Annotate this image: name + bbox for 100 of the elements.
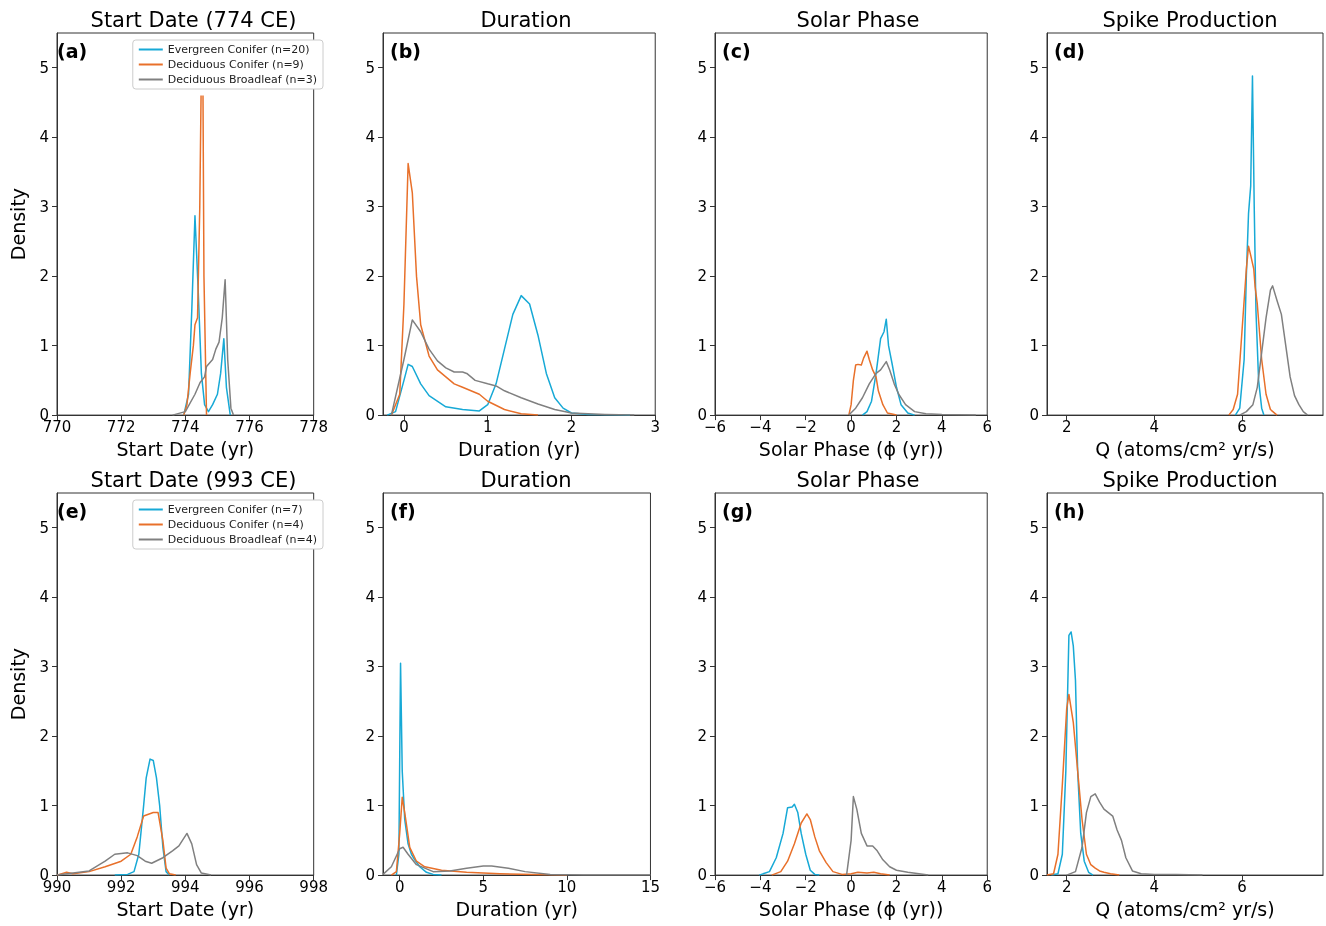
y-tick-label: 5 xyxy=(697,518,707,537)
y-tick-label: 3 xyxy=(39,197,49,216)
y-tick-label: 5 xyxy=(1029,518,1039,537)
x-tick-label: 0 xyxy=(399,417,409,436)
x-tick-label: 0 xyxy=(846,417,856,436)
x-tick-label: −2 xyxy=(794,877,817,896)
legend-label: Deciduous Conifer (n=4) xyxy=(167,518,304,531)
legend-label: Deciduous Conifer (n=9) xyxy=(167,58,304,71)
x-tick-label: 2 xyxy=(1061,877,1072,896)
y-tick-label: 1 xyxy=(365,796,375,815)
chart-title: Solar Phase xyxy=(796,467,920,492)
y-tick-label: 1 xyxy=(697,336,707,355)
y-tick-label: 3 xyxy=(1029,197,1039,216)
x-tick-label: 15 xyxy=(640,877,660,896)
x-tick-label: 0 xyxy=(394,877,405,896)
y-tick-label: 5 xyxy=(39,58,49,77)
line-series xyxy=(848,360,977,416)
y-tick-label: 5 xyxy=(697,58,707,77)
legend-label: Evergreen Conifer (n=7) xyxy=(167,503,303,516)
y-tick-label: 4 xyxy=(697,128,707,147)
x-axis-title: Duration (yr) xyxy=(457,437,581,460)
x-tick-label: −4 xyxy=(749,877,772,896)
line-series xyxy=(1050,631,1094,876)
y-tick-label: 3 xyxy=(697,657,707,676)
x-tick-label: 4 xyxy=(1149,417,1160,436)
chart-title: Start Date (993 CE) xyxy=(90,467,297,492)
line-series xyxy=(861,318,916,416)
line-series xyxy=(390,162,539,416)
y-axis-title: Density xyxy=(6,647,29,721)
x-tick-label: 778 xyxy=(299,417,329,436)
chart-title: Duration xyxy=(480,467,572,492)
line-series xyxy=(1046,693,1121,876)
y-tick-label: 5 xyxy=(1029,58,1039,77)
annotation: (g) xyxy=(722,499,753,522)
annotation: (f) xyxy=(390,499,416,522)
x-tick-label: 776 xyxy=(235,417,264,436)
annotation: (a) xyxy=(57,39,88,62)
y-tick-label: 3 xyxy=(365,657,375,676)
x-tick-label: −2 xyxy=(794,417,817,436)
x-axis-title: Solar Phase (ϕ (yr)) xyxy=(758,897,944,920)
line-series xyxy=(758,803,821,876)
line-series xyxy=(845,795,929,876)
y-tick-label: 1 xyxy=(1029,336,1039,355)
y-tick-label: 4 xyxy=(39,128,49,147)
line-series xyxy=(1234,75,1265,416)
y-tick-label: 2 xyxy=(39,727,49,746)
y-tick-label: 3 xyxy=(365,197,375,216)
x-tick-label: 2 xyxy=(891,877,902,896)
x-tick-label: 4 xyxy=(1149,877,1160,896)
y-tick-label: 4 xyxy=(1029,128,1039,147)
legend-label: Deciduous Broadleaf (n=4) xyxy=(167,533,318,546)
y-tick-label: 5 xyxy=(365,58,375,77)
y-tick-label: 2 xyxy=(1029,267,1039,286)
line-series xyxy=(1065,793,1204,876)
y-tick-label: 4 xyxy=(697,588,707,607)
line-series xyxy=(395,662,443,876)
line-series xyxy=(56,832,212,876)
y-tick-label: 2 xyxy=(697,267,707,286)
chart-title: Spike Production xyxy=(1102,467,1278,492)
x-tick-label: 4 xyxy=(937,417,947,436)
y-tick-label: 2 xyxy=(697,727,707,746)
x-tick-label: 6 xyxy=(982,877,992,896)
x-tick-label: 0 xyxy=(846,877,856,896)
x-tick-label: 992 xyxy=(106,877,136,896)
x-tick-label: 996 xyxy=(235,877,264,896)
line-series xyxy=(1228,245,1278,416)
y-tick-label: 3 xyxy=(39,657,49,676)
x-tick-label: 994 xyxy=(171,877,200,896)
y-tick-label: 1 xyxy=(39,796,49,815)
x-tick-label: 2 xyxy=(566,417,577,436)
y-tick-label: 4 xyxy=(365,588,375,607)
annotation: (h) xyxy=(1054,499,1085,522)
line-series xyxy=(182,214,232,416)
annotation: (e) xyxy=(57,499,88,522)
y-tick-label: 3 xyxy=(697,197,707,216)
y-tick-label: 4 xyxy=(1029,588,1039,607)
y-tick-label: 2 xyxy=(39,267,49,286)
y-tick-label: 1 xyxy=(1029,796,1039,815)
chart-title: Duration xyxy=(480,7,572,32)
x-tick-label: 5 xyxy=(478,877,489,896)
legend-label: Deciduous Broadleaf (n=3) xyxy=(167,73,318,86)
line-series xyxy=(1239,285,1309,416)
line-series xyxy=(171,278,235,416)
x-axis-title: Duration (yr) xyxy=(455,897,578,920)
x-tick-label: 6 xyxy=(982,417,992,436)
x-axis-title: Start Date (yr) xyxy=(116,897,255,920)
x-tick-label: −4 xyxy=(749,417,772,436)
x-tick-label: 4 xyxy=(937,877,947,896)
y-tick-label: 4 xyxy=(365,128,375,147)
line-series xyxy=(848,350,898,416)
y-tick-label: 2 xyxy=(365,727,375,746)
annotation: (b) xyxy=(390,39,421,62)
y-tick-label: 2 xyxy=(1029,727,1039,746)
x-tick-label: 6 xyxy=(1237,417,1247,436)
y-tick-label: 5 xyxy=(365,518,375,537)
x-axis-title: Solar Phase (ϕ (yr)) xyxy=(758,437,944,460)
chart-title: Solar Phase xyxy=(796,7,920,32)
line-series xyxy=(114,758,171,876)
x-axis-title: Start Date (yr) xyxy=(116,437,255,460)
x-tick-label: 10 xyxy=(557,877,577,896)
